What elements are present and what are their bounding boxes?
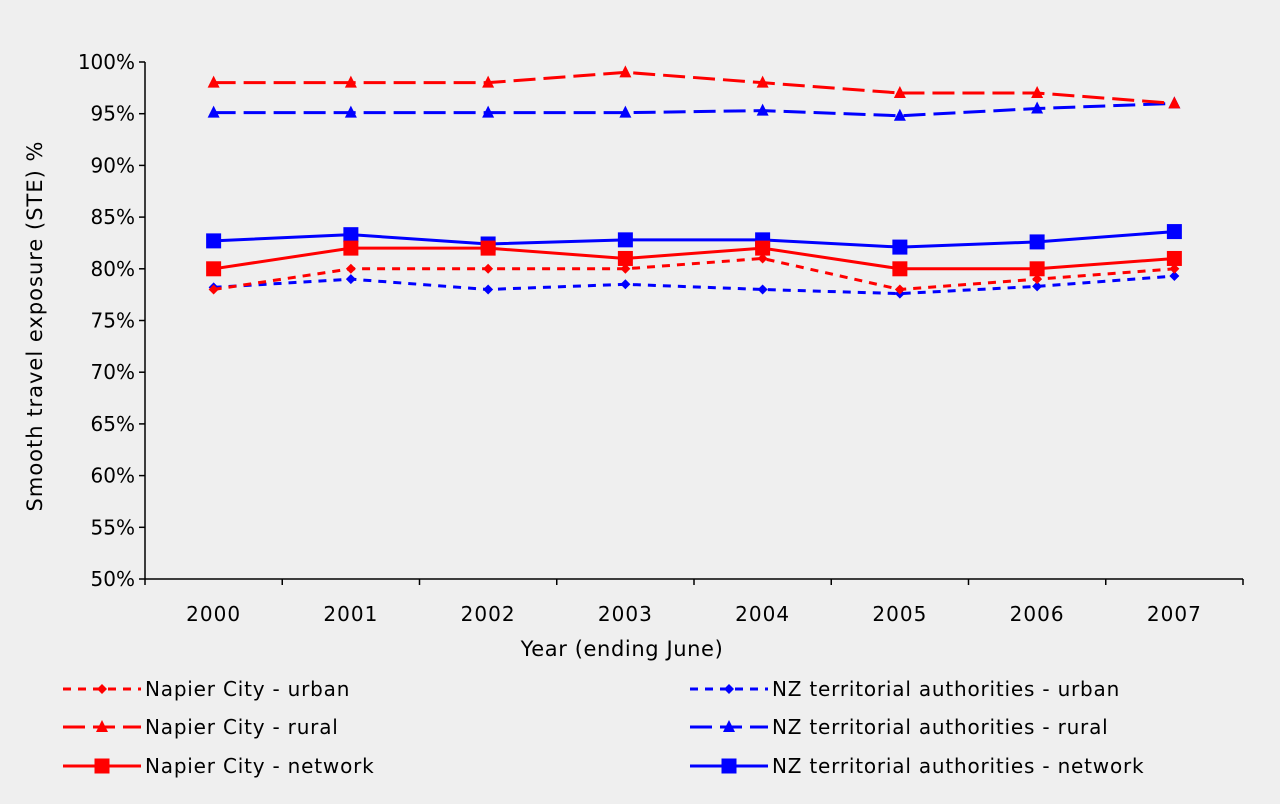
legend-swatch-marker	[723, 720, 735, 732]
data-point	[1032, 281, 1043, 292]
data-point	[1169, 271, 1180, 282]
series-line	[213, 274, 1175, 296]
data-point	[206, 233, 222, 249]
series-line	[213, 101, 1175, 118]
data-point	[480, 240, 496, 256]
data-point	[344, 105, 357, 118]
series-1	[207, 65, 1181, 109]
y-tick-label: 90%	[91, 153, 135, 177]
y-tick-label: 70%	[91, 360, 135, 384]
data-point	[207, 105, 220, 118]
series-line	[213, 230, 1175, 249]
y-axis-label: Smooth travel exposure (STE) %	[23, 141, 47, 512]
data-point	[757, 253, 768, 264]
legend: Napier City - urban Napier City - rural Na…	[63, 677, 1144, 778]
y-tick-label: 100%	[78, 50, 135, 74]
series-line	[213, 70, 1175, 105]
legend-label: NZ territorial authorities - network	[772, 754, 1144, 778]
y-tick-label: 65%	[91, 412, 135, 436]
data-point	[617, 232, 633, 248]
series-2	[206, 240, 1182, 277]
data-point	[344, 75, 357, 88]
legend-item: Napier City - urban	[63, 677, 350, 701]
data-point	[482, 75, 495, 88]
legend-item: Napier City - rural	[63, 715, 339, 739]
data-point	[756, 75, 769, 88]
data-point	[1032, 274, 1043, 285]
data-point	[894, 284, 905, 295]
data-point	[893, 86, 906, 99]
data-point	[892, 239, 908, 255]
data-point	[208, 284, 219, 295]
legend-label: Napier City - network	[145, 754, 375, 778]
data-point	[619, 65, 632, 78]
legend-label: NZ territorial authorities - urban	[772, 677, 1120, 701]
x-tick-label: 2005	[872, 602, 927, 626]
legend-item: NZ territorial authorities - rural	[690, 715, 1109, 739]
data-point	[343, 227, 359, 243]
data-point	[1031, 86, 1044, 99]
data-point	[892, 261, 908, 277]
data-point	[206, 261, 222, 277]
legend-swatch-marker	[97, 684, 107, 694]
x-tick-label: 2004	[735, 602, 790, 626]
legend-label: Napier City - urban	[145, 677, 350, 701]
y-tick-label: 55%	[91, 515, 135, 539]
legend-swatch-marker	[724, 684, 734, 694]
data-point	[1166, 250, 1182, 266]
y-tick-label: 85%	[91, 205, 135, 229]
data-point	[483, 263, 494, 274]
data-point	[1029, 261, 1045, 277]
legend-swatch-marker	[721, 758, 737, 774]
plot-area	[206, 65, 1182, 299]
y-tick-label: 95%	[91, 102, 135, 126]
x-tick-label: 2006	[1010, 602, 1065, 626]
data-point	[620, 279, 631, 290]
y-tick-label: 60%	[91, 464, 135, 488]
data-point	[893, 108, 906, 121]
data-point	[1168, 96, 1181, 109]
legend-item: Napier City - network	[63, 754, 375, 778]
legend-label: Napier City - rural	[145, 715, 339, 739]
y-tick-label: 75%	[91, 309, 135, 333]
x-axis-label: Year (ending June)	[520, 637, 724, 661]
data-point	[345, 274, 356, 285]
data-point	[617, 250, 633, 266]
y-tick-label: 80%	[91, 257, 135, 281]
axes: 50% 55% 60% 65% 70% 75% 80% 85% 90% 95% 100% 2000 20…	[78, 50, 1244, 626]
series-line	[213, 246, 1175, 271]
data-point	[483, 284, 494, 295]
data-point	[619, 105, 632, 118]
series-4	[207, 96, 1181, 121]
legend-swatch-marker	[94, 758, 110, 774]
x-tick-label: 2001	[323, 602, 378, 626]
x-tick-label: 2003	[598, 602, 653, 626]
data-point	[620, 263, 631, 274]
legend-swatch-marker	[96, 720, 108, 732]
data-point	[1029, 234, 1045, 250]
x-tick-label: 2007	[1147, 602, 1202, 626]
data-point	[343, 240, 359, 256]
data-point	[755, 240, 771, 256]
data-point	[345, 263, 356, 274]
data-point	[757, 284, 768, 295]
series-line	[213, 256, 1175, 291]
series-0	[208, 253, 1180, 295]
x-tick-label: 2000	[186, 602, 241, 626]
x-tick-label: 2002	[461, 602, 516, 626]
y-tick-label: 50%	[91, 567, 135, 591]
data-point	[1031, 101, 1044, 114]
legend-item: NZ territorial authorities - urban	[690, 677, 1120, 701]
data-point	[1166, 224, 1182, 240]
legend-label: NZ territorial authorities - rural	[772, 715, 1109, 739]
data-point	[756, 103, 769, 116]
data-point	[1169, 263, 1180, 274]
legend-item: NZ territorial authorities - network	[690, 754, 1144, 778]
data-point	[207, 75, 220, 88]
data-point	[482, 105, 495, 118]
